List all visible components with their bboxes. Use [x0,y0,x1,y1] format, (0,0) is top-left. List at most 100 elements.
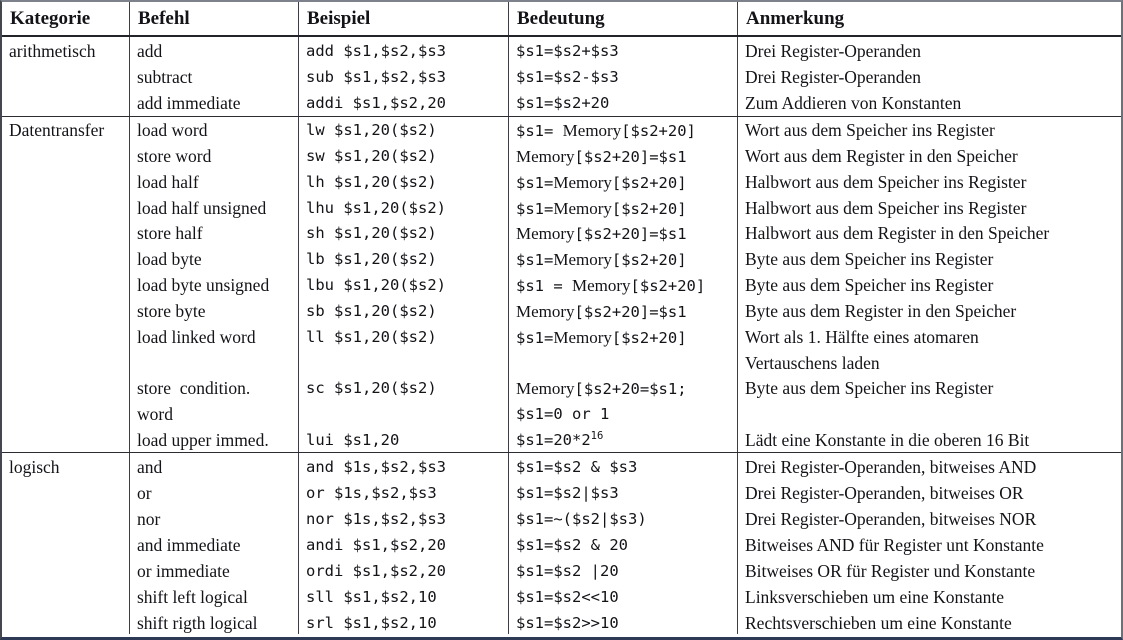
befehl-line: shift left logical [137,587,248,607]
anmerkung-line: Wort aus dem Speicher ins Register [745,120,995,140]
bedeutung-line: $s1=Memory[$s2+20] [516,198,687,218]
befehl-cell: load word store word load half load half un… [129,117,298,452]
anmerkung-line: Vertauschens laden [745,352,880,373]
beispiel-line: sll $s1,$s2,10 [306,588,437,606]
beispiel-line: sub $s1,$s2,$s3 [306,68,446,86]
befehl-line [137,351,298,377]
bedeutung-line: $s1=Memory[$s2+20] [516,250,687,270]
beispiel-line: lui $s1,20 [306,431,400,450]
section-row-logisch: logisch and or nor and immediate or immediate… [2,452,1121,634]
anmerkung-line: Wort als 1. Hälfte eines atomaren [745,326,979,347]
bedeutung-line: $s1=~($s2|$s3) [516,510,647,528]
beispiel-line: sb $s1,20($s2) [306,301,437,320]
kategorie-cell: arithmetisch [2,37,129,116]
befehl-line: or immediate [137,561,230,581]
befehl-line: load half unsigned [137,197,267,218]
beispiel-cell: add $s1,$s2,$s3 sub $s1,$s2,$s3 addi $s1,$… [298,37,508,116]
bedeutung-line [516,351,737,377]
bedeutung-line: $s1= Memory[$s2+20] [516,121,696,140]
bedeutung-line: $s1=Memory[$s2+20] [516,327,687,347]
befehl-cell: and or nor and immediate or immediate shift l… [129,453,298,634]
column-header-bedeutung: Bedeutung [508,2,737,35]
anmerkung-line: Lädt eine Konstante in die oberen 16 Bit [745,430,1030,451]
bedeutung-cell: $s1=$s2 & $s3 $s1=$s2|$s3 $s1=~($s2|$s3) $s… [508,453,737,634]
anmerkung-line [745,402,1121,428]
befehl-line: add [137,41,163,61]
bedeutung-line: $s1=$s2<<10 [516,588,619,606]
befehl-line: load word [137,120,208,140]
bedeutung-line: $s1=$s2-$s3 [516,68,619,86]
befehl-line: load byte [137,249,202,270]
anmerkung-line: Wort aus dem Register in den Speicher [745,145,1018,166]
column-header-anmerkung: Anmerkung [737,2,1121,35]
beispiel-line: lbu $s1,20($s2) [306,276,446,295]
befehl-line: load half [137,171,199,192]
section-row-arithmetisch: arithmetisch add subtract add immediate add … [2,37,1121,116]
befehl-line: store half [137,223,203,244]
kategorie-label: logisch [9,457,60,477]
beispiel-line: andi $s1,$s2,20 [306,536,446,554]
befehl-line: load upper immed. [137,430,269,451]
anmerkung-line: Drei Register-Operanden, bitweises NOR [745,509,1037,529]
bedeutung-line: Memory[$s2+20]=$s1 [516,146,687,166]
befehl-line: store word [137,145,212,166]
befehl-cell: add subtract add immediate [129,37,298,116]
anmerkung-line: Drei Register-Operanden, bitweises OR [745,483,1024,503]
bedeutung-line: $s1=$s2>>10 [516,614,619,632]
beispiel-line: ll $s1,20($s2) [306,327,437,346]
anmerkung-line: Drei Register-Operanden, bitweises AND [745,457,1037,477]
beispiel-line: lb $s1,20($s2) [306,250,437,269]
anmerkung-cell: Drei Register-Operanden, bitweises AND Dr… [737,453,1121,634]
anmerkung-cell: Wort aus dem Speicher ins Register Wort a… [737,117,1121,452]
bedeutung-cell: $s1= Memory[$s2+20] Memory[$s2+20]=$s1 $s1… [508,117,737,452]
beispiel-line: add $s1,$s2,$s3 [306,42,446,60]
anmerkung-line: Halbwort aus dem Speicher ins Register [745,197,1027,218]
bedeutung-line: $s1=$s2|$s3 [516,484,619,502]
beispiel-line: sh $s1,20($s2) [306,224,437,243]
bedeutung-line: $s1=$s2 & 20 [516,536,628,554]
anmerkung-line: Rechtsverschieben um eine Konstante [745,613,1012,633]
befehl-line: shift rigth logical [137,613,258,633]
bedeutung-line: $s1=$s2 |20 [516,562,619,580]
anmerkung-cell: Drei Register-Operanden Drei Register-Ope… [737,37,1121,116]
kategorie-label: arithmetisch [9,41,96,61]
beispiel-line [306,351,508,377]
bedeutung-line: $s1=$s2+20 [516,94,610,112]
anmerkung-line: Byte aus dem Speicher ins Register [745,249,994,270]
anmerkung-line: Halbwort aus dem Register in den Speiche… [745,223,1050,244]
anmerkung-line: Byte aus dem Register in den Speicher [745,300,1017,321]
beispiel-line: addi $s1,$s2,20 [306,94,446,112]
beispiel-line: nor $1s,$s2,$s3 [306,510,446,528]
bedeutung-line: $s1=0 or 1 [516,405,610,424]
beispiel-line: lhu $s1,20($s2) [306,198,446,217]
column-header-befehl: Befehl [129,2,298,35]
befehl-line: subtract [137,67,193,87]
beispiel-line: ordi $s1,$s2,20 [306,562,446,580]
bedeutung-line: Memory[$s2+20]=$s1 [516,224,687,244]
table-body: arithmetisch add subtract add immediate add … [2,37,1121,634]
befehl-line: word [137,404,173,425]
anmerkung-line: Linksverschieben um eine Konstante [745,587,1005,607]
column-header-beispiel: Beispiel [298,2,508,35]
column-header-kategorie: Kategorie [10,7,91,29]
beispiel-line: and $1s,$s2,$s3 [306,458,446,476]
bedeutung-line: $s1=Memory[$s2+20] [516,172,687,192]
anmerkung-line: Drei Register-Operanden [745,67,922,87]
anmerkung-line: Drei Register-Operanden [745,41,922,61]
anmerkung-line: Byte aus dem Speicher ins Register [745,275,994,296]
befehl-line: load byte unsigned [137,275,270,296]
anmerkung-line: Halbwort aus dem Speicher ins Register [745,171,1027,192]
befehl-line: add immediate [137,93,241,113]
beispiel-line: srl $s1,$s2,10 [306,614,437,632]
kategorie-cell: logisch [2,453,129,634]
table-header-row: Kategorie Befehl Beispiel Bedeutung Anme… [2,2,1121,37]
bedeutung-line: $s1=20*216 [516,429,604,450]
anmerkung-line: Bitweises OR für Register und Konstante [745,561,1036,581]
beispiel-line: or $1s,$s2,$s3 [306,484,437,502]
beispiel-line: sc $s1,20($s2) [306,379,437,398]
befehl-line: or [137,483,152,503]
bedeutung-line: Memory[$s2+20=$s1; [516,379,687,399]
bedeutung-line: Memory[$s2+20]=$s1 [516,301,687,321]
befehl-line: store condition. [137,378,251,399]
beispiel-cell: and $1s,$s2,$s3 or $1s,$s2,$s3 nor $1s,$s2… [298,453,508,634]
